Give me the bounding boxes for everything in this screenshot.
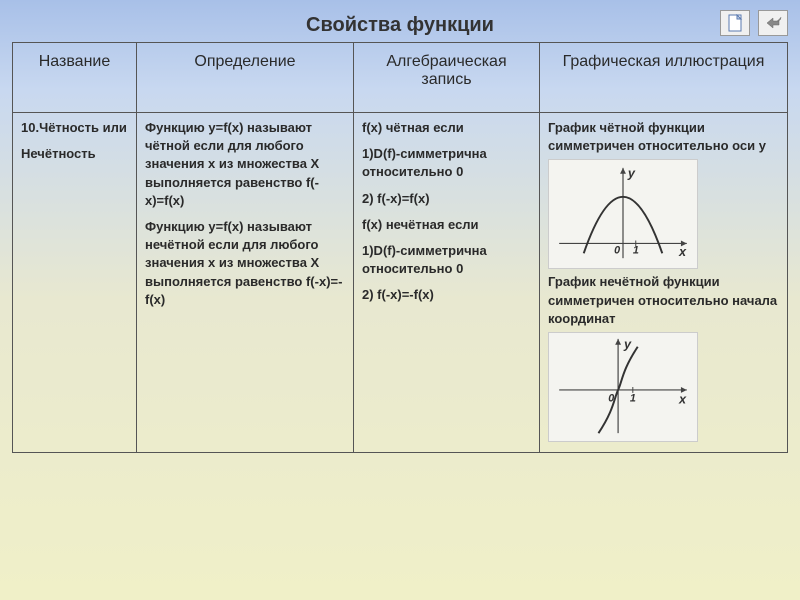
header-algebraic: Алгебраическая запись (354, 43, 540, 113)
alg-line-5: 1)D(f)-симметрична относительно 0 (362, 242, 531, 278)
nav-buttons (720, 10, 788, 36)
svg-text:0: 0 (608, 393, 614, 405)
cell-algebraic: f(x) чётная если 1)D(f)-симметрична отно… (354, 113, 540, 453)
header-graphic: Графическая иллюстрация (540, 43, 788, 113)
properties-table: Название Определение Алгебраическая запи… (12, 42, 788, 453)
back-arrow-icon (763, 15, 783, 31)
table-header-row: Название Определение Алгебраическая запи… (13, 43, 788, 113)
cell-graphic: График чётной функции симметричен относи… (540, 113, 788, 453)
svg-text:y: y (627, 166, 636, 181)
alg-line-6: 2) f(-x)=-f(x) (362, 286, 531, 304)
cell-definition: Функцию y=f(x) называют чётной если для … (137, 113, 354, 453)
title-bar: Свойства функции (12, 8, 788, 42)
svg-text:y: y (623, 337, 632, 352)
header-definition: Определение (137, 43, 354, 113)
cubic-graph-icon: 0 1 x y (549, 333, 697, 441)
graph-caption-2: График нечётной функции симметричен отно… (548, 273, 779, 328)
alg-line-4: f(x) нечётная если (362, 216, 531, 234)
graph-even: 0 1 x y (548, 159, 698, 269)
alg-line-2: 1)D(f)-симметрична относительно 0 (362, 145, 531, 181)
alg-line-1: f(x) чётная если (362, 119, 531, 137)
name-line1: 10.Чётность или (21, 119, 128, 137)
def-para-1: Функцию y=f(x) называют чётной если для … (145, 119, 345, 210)
table-row: 10.Чётность или Нечётность Функцию y=f(x… (13, 113, 788, 453)
cell-name: 10.Чётность или Нечётность (13, 113, 137, 453)
graph-odd: 0 1 x y (548, 332, 698, 442)
parabola-graph-icon: 0 1 x y (549, 160, 697, 268)
page-icon (727, 14, 743, 32)
back-button[interactable] (758, 10, 788, 36)
svg-text:x: x (678, 245, 687, 260)
svg-text:x: x (678, 392, 687, 407)
header-name: Название (13, 43, 137, 113)
svg-text:1: 1 (630, 393, 636, 405)
graph-caption-1: График чётной функции симметричен относи… (548, 119, 779, 155)
slide: Свойства функции Название Определение (0, 0, 800, 600)
page-title: Свойства функции (306, 14, 494, 37)
alg-line-3: 2) f(-x)=f(x) (362, 190, 531, 208)
svg-text:0: 0 (614, 245, 620, 257)
def-para-2: Функцию y=f(x) называют нечётной если дл… (145, 218, 345, 309)
home-button[interactable] (720, 10, 750, 36)
name-line2: Нечётность (21, 145, 128, 163)
